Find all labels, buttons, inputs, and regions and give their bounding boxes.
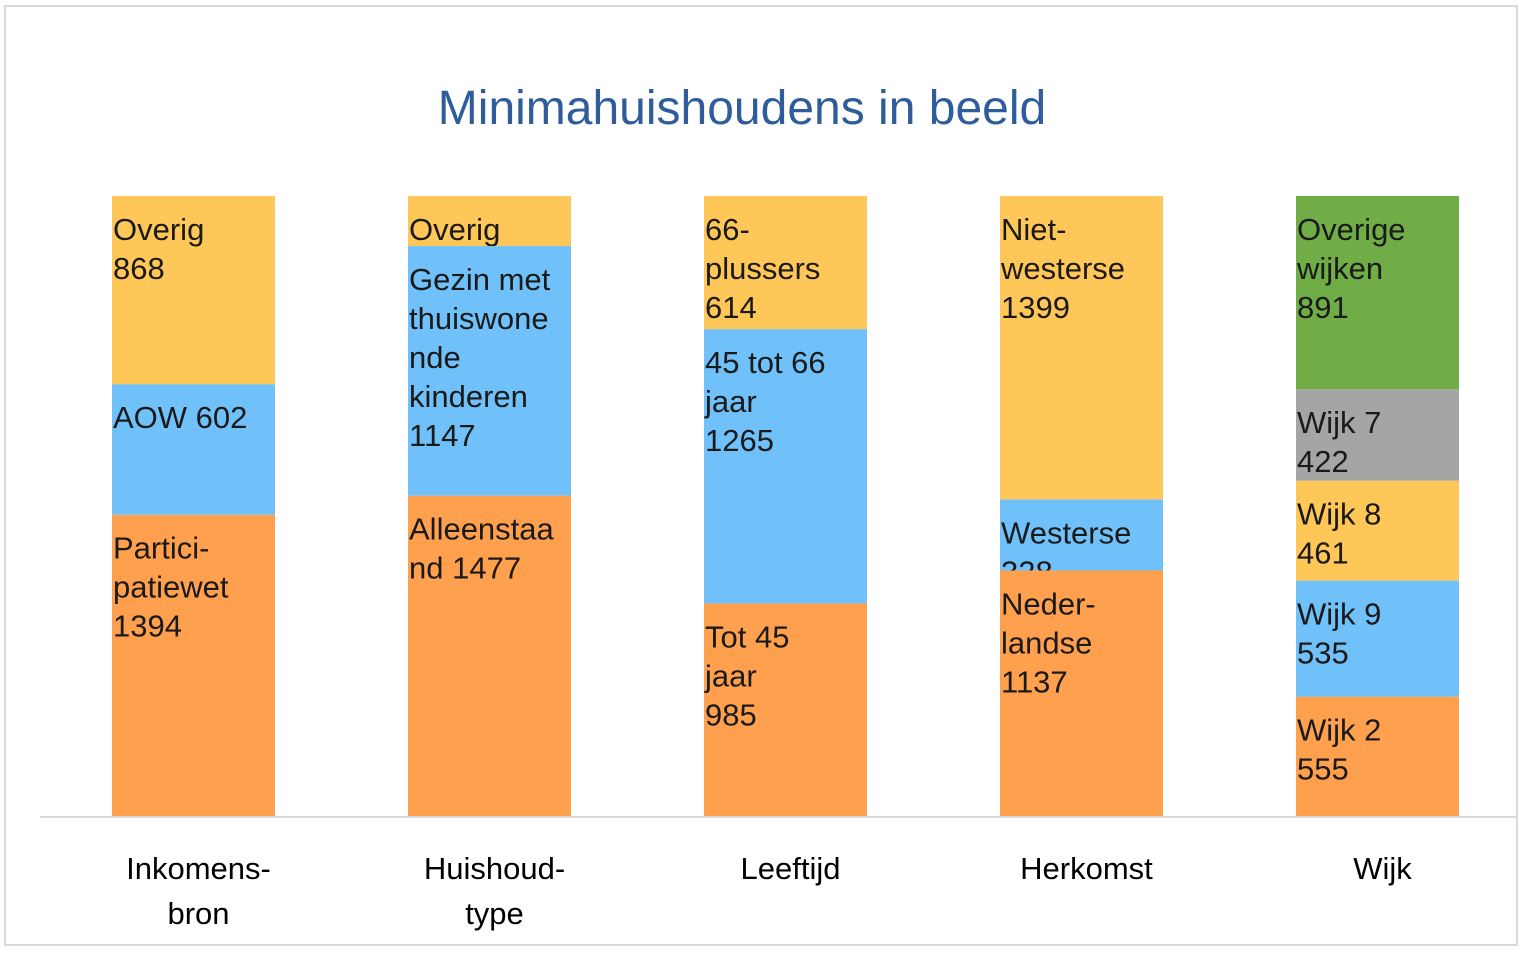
bar-segment-inkomens-2 — [112, 196, 275, 385]
bar-segment-herkomst-2 — [1000, 196, 1163, 500]
segment-label-wijk-3: Wijk 7 422 — [1297, 405, 1381, 479]
segment-label-huishoud-2: Overig — [409, 212, 500, 247]
bar-segment-leeftijd-2 — [704, 196, 867, 330]
segment-label-wijk-0: Wijk 2 555 — [1297, 713, 1381, 787]
segment-label-leeftijd-1: 45 tot 66 jaar 1265 — [704, 345, 826, 458]
segment-label-inkomens-2: Overig 868 — [113, 212, 204, 286]
bar-segment-leeftijd-1 — [704, 329, 867, 604]
segment-label-wijk-4: Overige wijken 891 — [1296, 212, 1406, 325]
bar-segment-inkomens-0 — [112, 514, 275, 817]
bar-segment-huishoud-1 — [408, 246, 571, 496]
bars-group: Partici-patiewet 1394 AOW 602 Overig 868 Alle… — [112, 196, 1459, 817]
chart-title: Minimahuishoudens in beeld — [438, 82, 1046, 135]
bar-segment-wijk-3 — [1296, 389, 1459, 481]
category-label-leeftijd: Leeftijd — [741, 851, 841, 886]
category-label-wijk: Wijk — [1353, 851, 1412, 886]
category-label-huishoud: Huishoud-type — [424, 851, 565, 931]
bar-segment-leeftijd-0 — [704, 603, 867, 817]
segment-label-herkomst-1: Westerse328 — [1001, 515, 1131, 589]
bar-segment-wijk-1 — [1296, 580, 1459, 697]
segment-label-huishoud-1: Gezin met thuiswone nde kinderen 1147 — [409, 262, 551, 453]
bar-segment-huishoud-0 — [408, 495, 571, 817]
segment-label-herkomst-2: Niet-westerse 1399 — [1000, 212, 1125, 325]
segment-label-inkomens-1: AOW 602 — [113, 400, 247, 435]
category-label-herkomst: Herkomst — [1020, 851, 1153, 886]
bar-segment-wijk-4 — [1296, 196, 1459, 390]
segment-label-herkomst-0: Neder-landse 1137 — [1001, 586, 1096, 699]
segment-label-inkomens-0: Partici-patiewet 1394 — [113, 531, 229, 644]
segment-label-huishoud-0: Alleenstaa nd 1477 — [409, 512, 555, 586]
bar-segment-herkomst-0 — [1000, 570, 1163, 817]
bar-segment-herkomst-1 — [1000, 499, 1163, 571]
segment-label-wijk-2: Wijk 8 461 — [1297, 497, 1381, 571]
bar-segment-wijk-2 — [1296, 480, 1459, 581]
bar-segment-inkomens-1 — [112, 384, 275, 515]
segment-label-wijk-1: Wijk 9 535 — [1297, 597, 1381, 671]
bar-segment-wijk-0 — [1296, 696, 1459, 817]
segment-label-leeftijd-0: Tot 45 jaar 985 — [704, 619, 789, 732]
bar-segment-huishoud-2 — [408, 196, 571, 247]
category-labels: Inkomens-bron Huishoud-type Leeftijd Herkom… — [126, 851, 1412, 931]
category-label-inkomens: Inkomens-bron — [126, 851, 271, 931]
segment-label-leeftijd-2: 66-plussers 614 — [705, 212, 820, 325]
